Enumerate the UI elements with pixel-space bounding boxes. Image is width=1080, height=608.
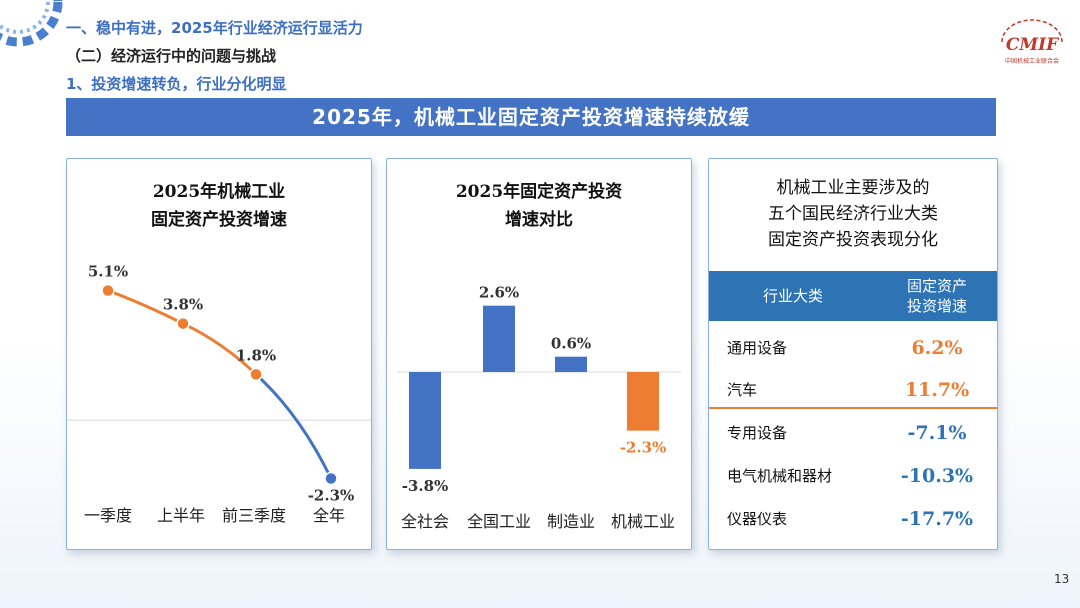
table-title-line-1: 机械工业主要涉及的 bbox=[776, 178, 930, 198]
row-value: 6.2% bbox=[911, 337, 963, 359]
line-chart-title-1: 2025年机械工业 bbox=[152, 182, 286, 202]
category-label: 全年 bbox=[313, 506, 345, 525]
row-value: 11.7% bbox=[904, 379, 970, 401]
row-value: -10.3% bbox=[900, 465, 974, 487]
table-row: 通用设备 6.2% bbox=[709, 327, 997, 369]
line-chart: 5.1% 一季度 3.8% 上半年 1.8% 前三季度 -2.3%全年 bbox=[67, 263, 371, 525]
bar bbox=[409, 372, 441, 469]
row-name: 电气机械和器材 bbox=[727, 467, 833, 485]
table-header-growth-line-1: 固定资产 bbox=[906, 277, 967, 295]
table-divider bbox=[709, 407, 997, 409]
subsection-heading: （二）经济运行中的问题与挑战 bbox=[66, 47, 277, 65]
data-label: 0.6% bbox=[551, 335, 591, 353]
banner-title: 2025年，机械工业固定资产投资增速持续放缓 bbox=[66, 98, 996, 136]
table-row: 汽车 11.7% bbox=[709, 369, 997, 411]
table-title: 机械工业主要涉及的 五个国民经济行业大类 固定资产投资表现分化 bbox=[709, 175, 997, 253]
table-title-line-2: 五个国民经济行业大类 bbox=[768, 204, 938, 224]
data-label: 2.6% bbox=[479, 284, 519, 302]
category-label: 全社会 bbox=[401, 512, 449, 531]
logo-text: CMIF bbox=[1006, 35, 1060, 55]
bar bbox=[627, 372, 659, 431]
data-label: 1.8% bbox=[236, 346, 276, 364]
table-row: 电气机械和器材 -10.3% bbox=[709, 455, 997, 497]
row-value: -17.7% bbox=[900, 508, 974, 530]
bar-chart-title-1: 2025年固定资产投资 bbox=[455, 182, 623, 202]
table-row: 专用设备 -7.1% bbox=[709, 412, 997, 454]
table-row: 仪器仪表 -17.7% bbox=[709, 498, 997, 540]
category-label: 上半年 bbox=[157, 506, 205, 525]
category-label: 机械工业 bbox=[611, 512, 675, 531]
table-header-growth: 固定资产 投资增速 bbox=[877, 276, 997, 316]
data-point bbox=[101, 283, 115, 298]
section-heading: 一、稳中有进，2025年行业经济运行显活力 bbox=[66, 19, 363, 37]
bar-chart-panel: 2025年固定资产投资 增速对比 -3.8% 全社会 2.6% 全国工业 0.6% 制造业… bbox=[386, 158, 692, 550]
data-point bbox=[324, 471, 338, 486]
bar-chart: -3.8% 全社会 2.6% 全国工业 0.6% 制造业 -2.3% 机械工业 bbox=[397, 284, 681, 531]
row-name: 通用设备 bbox=[727, 339, 788, 357]
logo-caption: 中国机械工业联合会 bbox=[1005, 57, 1059, 65]
data-label: -2.3% bbox=[308, 487, 355, 505]
gear-icon bbox=[0, 0, 63, 47]
bar-chart-title-2: 增速对比 bbox=[505, 210, 573, 230]
table-title-line-3: 固定资产投资表现分化 bbox=[768, 230, 938, 250]
industry-table-panel: 机械工业主要涉及的 五个国民经济行业大类 固定资产投资表现分化 行业大类 固定资… bbox=[708, 158, 998, 550]
data-label: -3.8% bbox=[402, 477, 449, 495]
bar bbox=[483, 305, 515, 372]
category-label: 一季度 bbox=[84, 506, 132, 525]
row-name: 仪器仪表 bbox=[727, 510, 788, 528]
row-value: -7.1% bbox=[907, 422, 967, 444]
table-header-growth-line-2: 投资增速 bbox=[906, 297, 967, 315]
data-point bbox=[249, 367, 263, 382]
category-label: 制造业 bbox=[547, 512, 595, 531]
table-header: 行业大类 固定资产 投资增速 bbox=[709, 271, 997, 321]
row-name: 专用设备 bbox=[727, 424, 788, 442]
category-label: 前三季度 bbox=[222, 506, 286, 525]
series-line-blue bbox=[254, 373, 333, 480]
row-name: 汽车 bbox=[727, 381, 758, 399]
bar bbox=[555, 356, 587, 372]
page-number: 13 bbox=[1054, 572, 1070, 586]
line-chart-title-2: 固定资产投资增速 bbox=[151, 210, 287, 230]
table-header-category: 行业大类 bbox=[762, 287, 823, 305]
data-label: 5.1% bbox=[88, 263, 128, 281]
cmif-logo: CMIF 中国机械工业联合会 bbox=[992, 12, 1072, 68]
data-point bbox=[176, 316, 190, 331]
data-label: 3.8% bbox=[163, 296, 203, 314]
category-label: 全国工业 bbox=[467, 512, 531, 531]
topic-heading: 1、投资增速转负，行业分化明显 bbox=[66, 75, 287, 93]
line-chart-panel: 2025年机械工业 固定资产投资增速 5.1% 一季度 3.8% 上半年 1.8% 前三季… bbox=[66, 158, 372, 550]
data-label: -2.3% bbox=[620, 439, 667, 457]
